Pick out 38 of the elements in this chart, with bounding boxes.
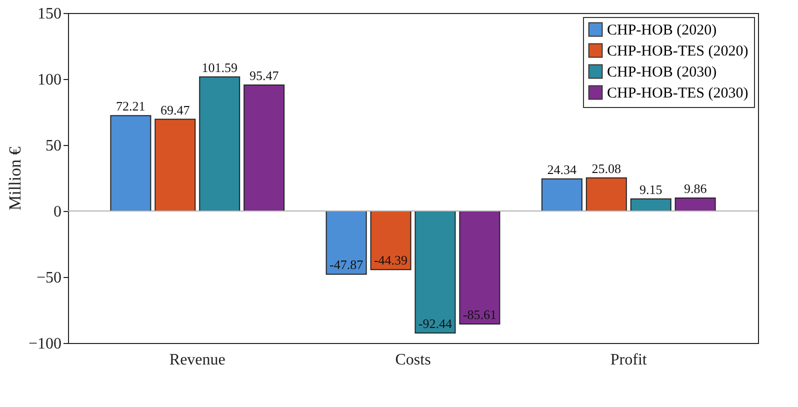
legend-label: CHP-HOB-TES (2030) [607, 86, 748, 102]
data-label: -85.61 [462, 307, 496, 322]
data-label: 95.47 [249, 68, 280, 83]
y-tick-label: 150 [38, 6, 62, 22]
data-label: 69.47 [160, 102, 190, 118]
bar [110, 115, 152, 212]
bar [370, 210, 412, 270]
y-tick-label: 0 [54, 204, 62, 220]
bar [459, 210, 500, 325]
y-tick-label: 100 [38, 72, 62, 88]
y-axis-title: Million € [5, 146, 24, 210]
bar [630, 198, 672, 212]
bar [674, 197, 716, 212]
data-label: 101.59 [202, 60, 238, 75]
data-label: -92.44 [418, 316, 453, 332]
data-label: 72.21 [116, 98, 146, 114]
bar [244, 84, 285, 212]
legend-label: CHP-HOB (2030) [607, 64, 717, 80]
data-label: 9.86 [684, 180, 708, 196]
legend-label: CHP-HOB (2020) [607, 22, 717, 38]
y-tick-label: −50 [36, 270, 62, 286]
x-tick-label: Profit [610, 352, 648, 368]
data-label: 9.15 [639, 182, 662, 197]
x-tick-label: Costs [395, 352, 431, 368]
data-label: 25.08 [592, 160, 622, 176]
bar [541, 178, 582, 212]
x-tick-label: Revenue [169, 352, 226, 368]
bar [199, 76, 240, 212]
y-tick-label: −100 [28, 336, 62, 352]
bar [326, 210, 367, 275]
data-label: -47.87 [330, 257, 364, 272]
data-label: 24.34 [547, 162, 578, 177]
legend-label: CHP-HOB-TES (2020) [607, 44, 748, 60]
y-tick-label: 50 [46, 138, 62, 154]
bar [586, 177, 627, 212]
bar [414, 210, 456, 334]
data-label: -44.39 [374, 252, 408, 268]
bar [154, 118, 196, 212]
